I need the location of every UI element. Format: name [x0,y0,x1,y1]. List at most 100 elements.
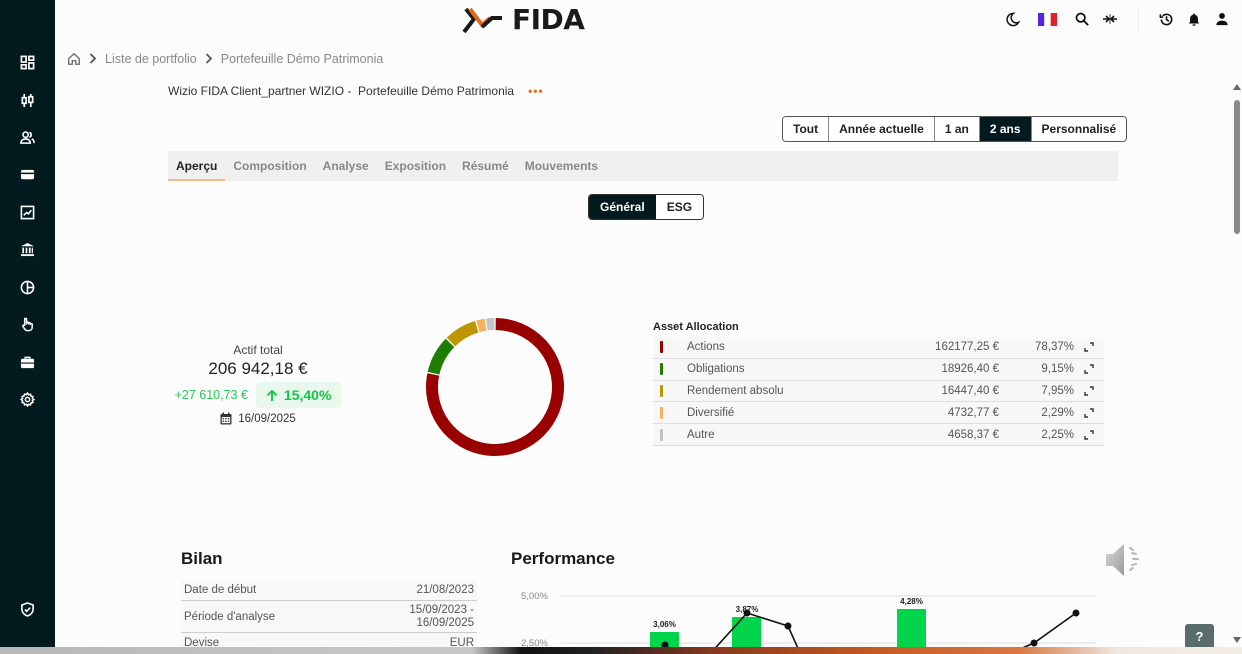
tab-composition[interactable]: Composition [233,159,307,173]
period-2-ans[interactable]: 2 ans [979,117,1032,141]
compress-icon[interactable] [1101,10,1119,28]
history-icon[interactable] [1157,10,1175,28]
color-swatch [660,341,663,354]
toggle-esg[interactable]: ESG [655,195,704,219]
home-icon[interactable] [67,52,81,66]
sliders-icon[interactable] [18,91,36,109]
bilan-section: Bilan Date de début 21/08/2023 Période d… [181,549,477,653]
scrollbar-thumb[interactable] [1234,100,1240,234]
allocation-donut-chart[interactable] [420,312,570,462]
expand-icon[interactable] [1074,386,1104,396]
search-icon[interactable] [1073,10,1091,28]
y-tick-5: 5,00% [521,591,548,602]
allocation-row[interactable]: Rendement absolu 16447,40 € 7,95% [653,380,1104,403]
allocation-row[interactable]: Diversifié 4732,77 € 2,29% [653,402,1104,425]
fida-logo-mark-icon [462,7,502,33]
bell-icon[interactable] [1185,10,1203,28]
scroll-down-arrow-icon[interactable] [1233,637,1241,643]
more-options-button[interactable]: ••• [528,84,544,98]
briefcase-icon[interactable] [18,353,36,371]
sidebar [0,0,55,647]
svg-text:3,06%: 3,06% [653,620,676,629]
speaker-icon[interactable] [1104,540,1146,585]
valuation-date-text: 16/09/2025 [238,412,296,425]
allocation-row[interactable]: Autre 4658,37 € 2,25% [653,424,1104,446]
performance-bar[interactable] [650,632,679,647]
arrow-up-icon [266,389,278,401]
portfolio-title-text: Wizio FIDA Client_partner WIZIO - Portef… [168,84,515,98]
allocation-percent: 2,29% [1041,406,1074,419]
color-swatch [660,428,663,441]
bank-icon[interactable] [18,240,36,258]
fida-logo[interactable]: FIDA [462,2,585,36]
color-swatch [660,363,663,376]
tab-bar: Aperçu Composition Analyse Exposition Ré… [168,151,1118,181]
donut-slice[interactable] [485,318,495,331]
tab-resume[interactable]: Résumé [462,159,509,173]
users-icon[interactable] [18,128,36,146]
performance-title: Performance [511,549,615,568]
performance-chart[interactable]: 5,00% 2,50% 3,06% 3,87% 4,28% [511,585,1111,647]
scrollbar[interactable] [1232,82,1242,647]
tab-analyse[interactable]: Analyse [322,159,369,173]
bilan-value: 15/09/2023 - 16/09/2025 [409,603,474,629]
period-personnalise[interactable]: Personnalisé [1031,117,1127,141]
total-assets-label: Actif total [233,343,283,357]
donut-slice[interactable] [476,318,487,333]
shield-check-icon[interactable] [18,600,36,618]
gain-percent: 15,40% [283,387,332,403]
y-tick-2-5: 2,50% [521,638,548,647]
grid-icon[interactable] [18,53,36,71]
toggle-general[interactable]: Général [589,195,656,219]
performance-bar[interactable] [732,617,761,647]
period-annee-actuelle[interactable]: Année actuelle [829,117,935,141]
performance-section: Performance [511,549,1111,569]
card-icon[interactable] [18,165,36,183]
total-assets-value: 206 942,18 € [208,359,308,378]
asset-allocation-title: Asset Allocation [653,321,739,333]
calendar-icon [220,412,232,425]
tab-mouvements[interactable]: Mouvements [524,159,599,173]
expand-icon[interactable] [1074,429,1104,440]
gear-icon[interactable] [18,390,36,408]
chart-icon[interactable] [18,203,36,221]
help-button[interactable]: ? [1185,624,1214,649]
bilan-table: Date de début 21/08/2023 Période d'analy… [181,580,477,653]
total-assets-card: Actif total 206 942,18 € +27 610,73 € 15… [172,343,344,425]
color-swatch [660,384,663,397]
hand-icon[interactable] [18,315,36,333]
allocation-row[interactable]: Actions 162177,25 € 78,37% [653,337,1104,359]
scroll-up-arrow-icon[interactable] [1233,84,1241,90]
valuation-date: 16/09/2025 [172,412,344,425]
bilan-label: Période d'analyse [184,610,276,623]
expand-icon[interactable] [1074,342,1104,353]
bilan-value: EUR [449,636,474,649]
expand-icon[interactable] [1074,408,1104,418]
moon-icon[interactable] [1003,10,1021,28]
logo-text: FIDA [512,2,585,36]
donut-slice[interactable] [446,320,479,347]
tab-apercu[interactable]: Aperçu [168,151,226,181]
allocation-percent: 78,37% [1034,341,1074,354]
allocation-value: 18926,40 € [941,363,999,376]
allocation-row[interactable]: Obligations 18926,40 € 9,15% [653,358,1104,381]
allocation-value: 4658,37 € [947,428,999,441]
allocation-value: 16447,40 € [941,384,999,397]
breadcrumb-portfolio-list[interactable]: Liste de portfolio [105,52,197,66]
period-tout[interactable]: Tout [783,117,830,141]
performance-bar[interactable] [897,609,926,647]
bilan-title: Bilan [181,549,223,568]
tab-exposition[interactable]: Exposition [384,159,447,173]
donut-slice[interactable] [426,318,564,456]
breadcrumb-current: Portefeuille Démo Patrimonia [220,52,384,66]
user-icon[interactable] [1213,10,1231,28]
period-1-an[interactable]: 1 an [934,117,980,141]
bilan-value: 21/08/2023 [416,584,474,596]
allocation-name: Autre [687,428,715,441]
flag-fr-icon[interactable] [1037,10,1057,28]
donut-slice[interactable] [427,338,455,375]
expand-icon[interactable] [1074,364,1104,374]
bilan-label: Date de début [184,584,257,596]
bilan-row: Période d'analyse 15/09/2023 - 16/09/202… [181,601,477,633]
pie-icon[interactable] [18,278,36,296]
